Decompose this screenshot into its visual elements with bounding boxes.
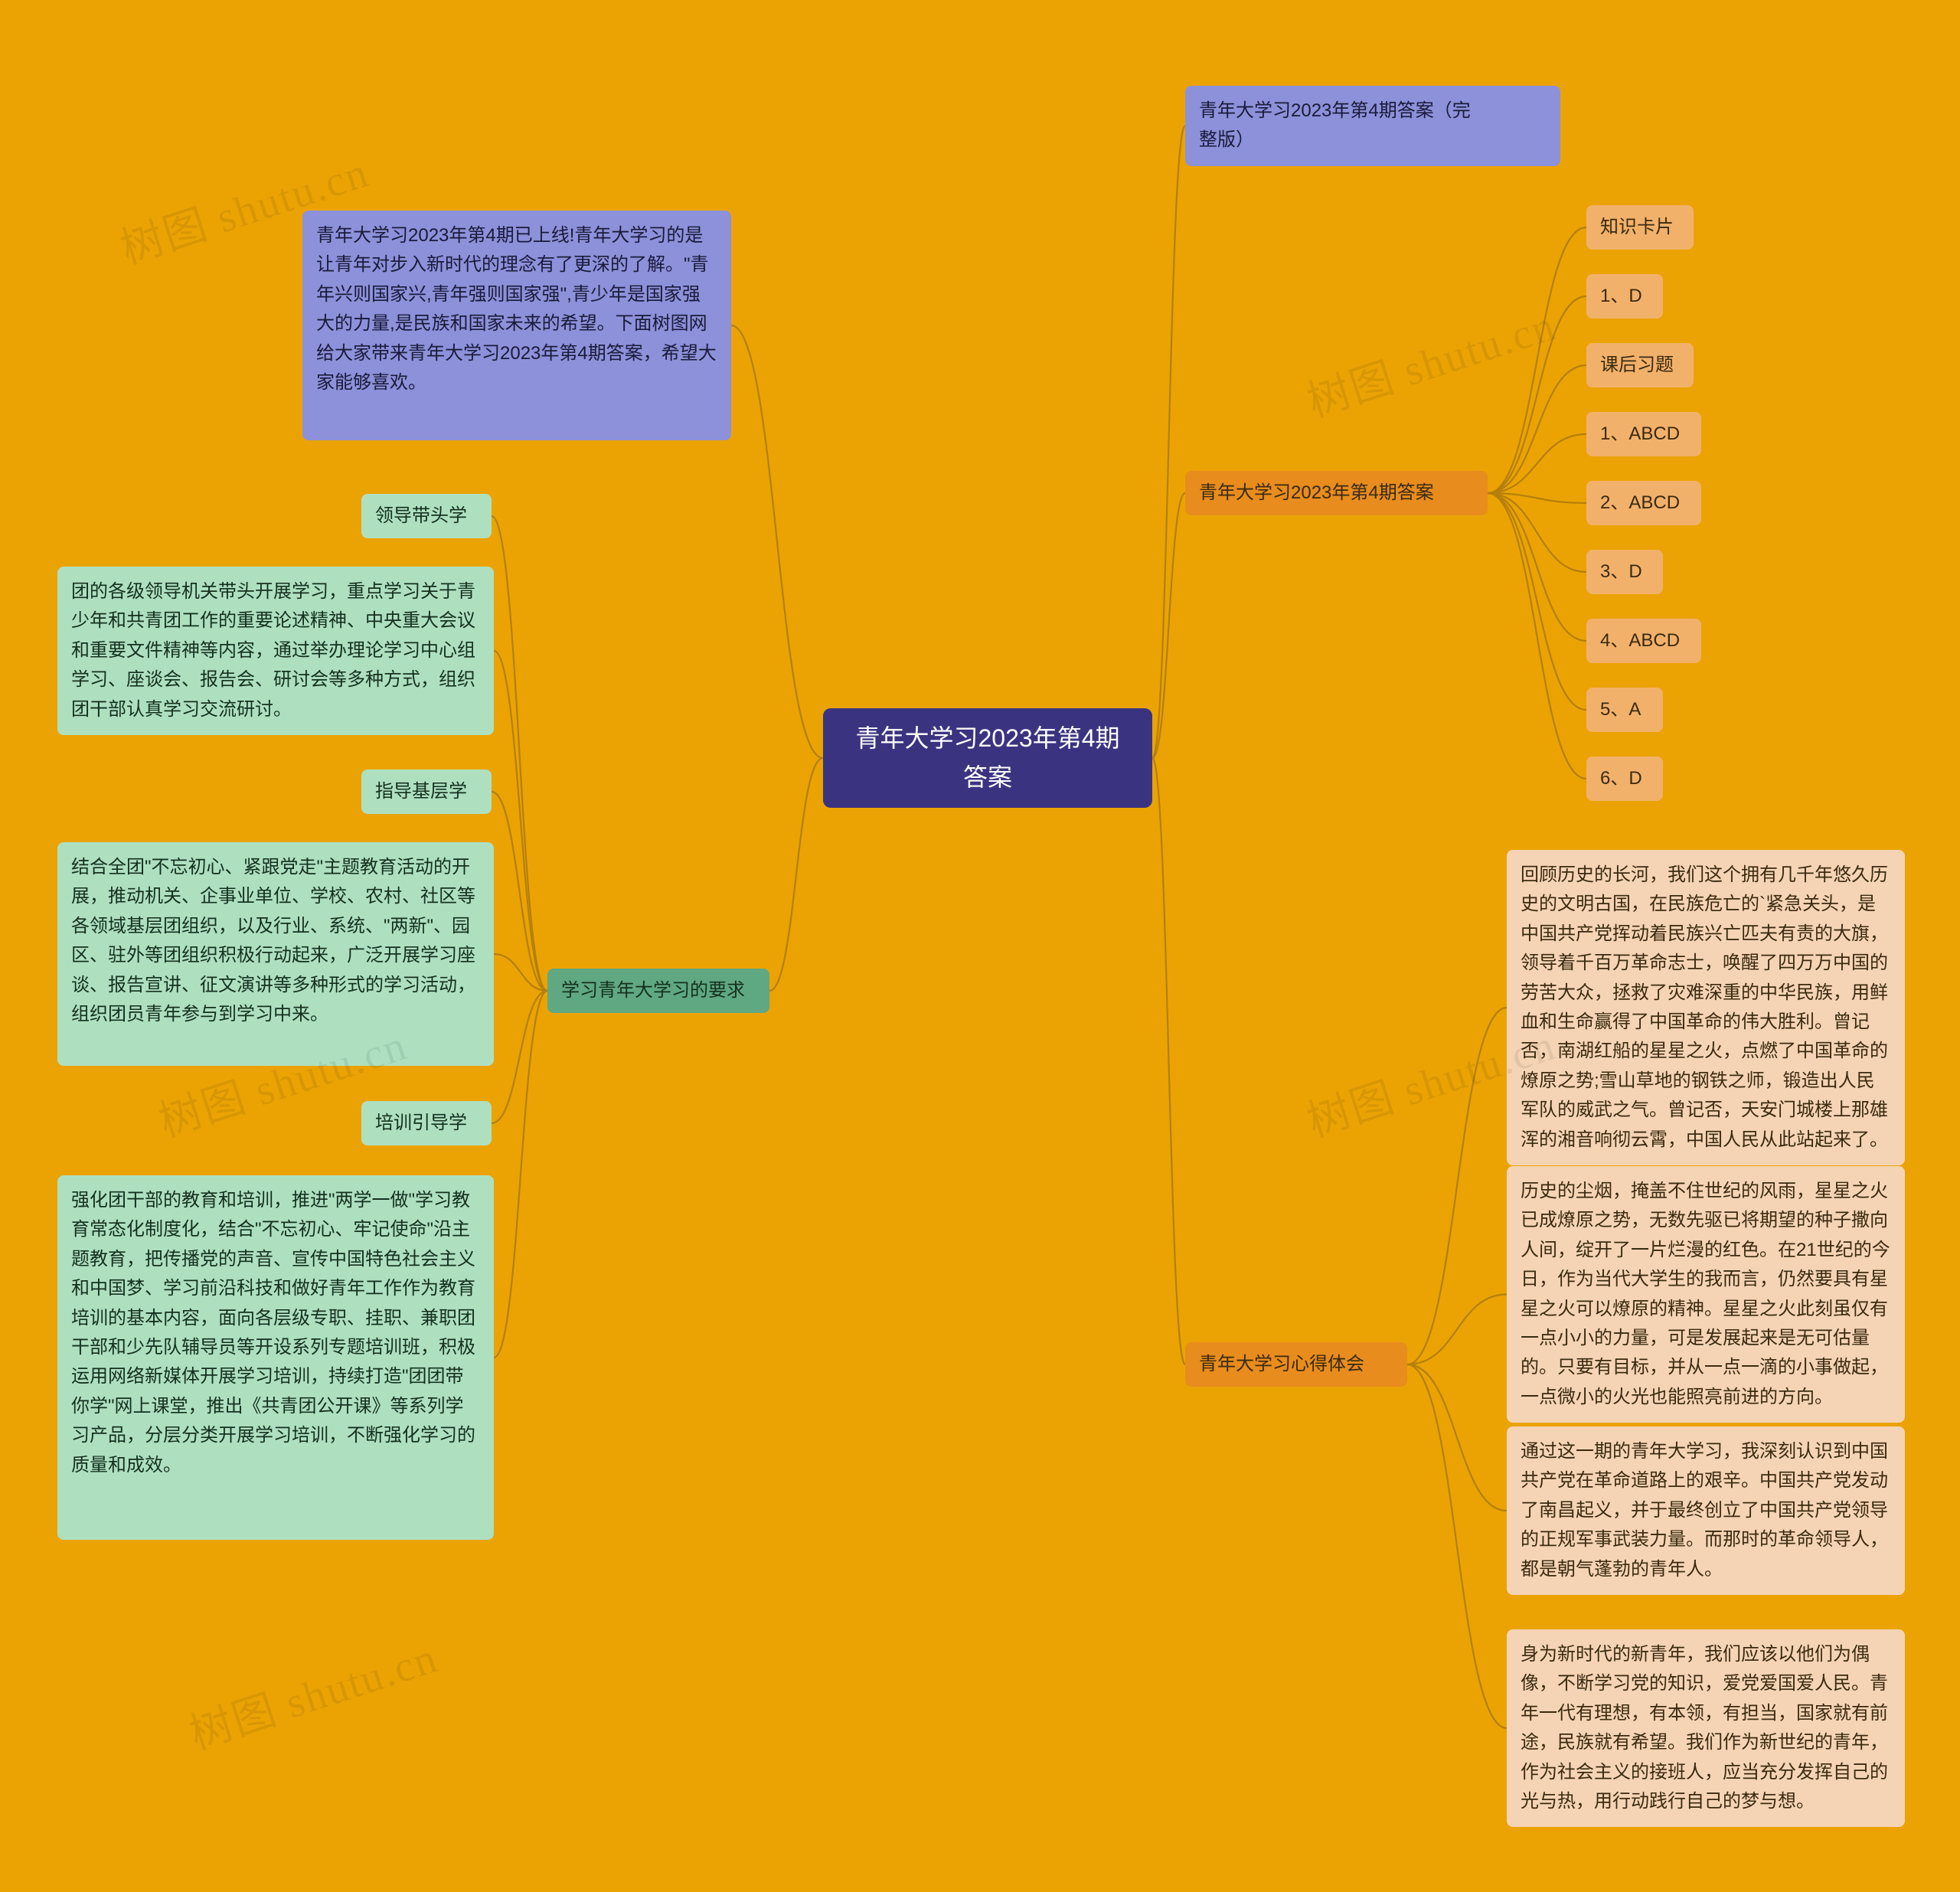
- node-h3: 培训引导学: [361, 1101, 492, 1145]
- node-reflect_title: 青年大学习心得体会: [1185, 1342, 1407, 1387]
- node-p2: 历史的尘烟，掩盖不住世纪的风雨，星星之火已成燎原之势，无数先驱已将期望的种子撒向…: [1507, 1166, 1905, 1423]
- full-answer-title: 青年大学习2023年第4期答案（完 整版）: [1185, 86, 1560, 166]
- node-a5: 3、D: [1586, 550, 1663, 594]
- node-a0: 知识卡片: [1586, 205, 1694, 250]
- node-a3: 1、ABCD: [1586, 412, 1701, 456]
- full-l2: 整版）: [1199, 129, 1254, 150]
- root-line1: 青年大学习2023年第4期: [856, 724, 1120, 752]
- watermark: 树图 shutu.cn: [1298, 291, 1563, 430]
- node-p1: 回顾历史的长河，我们这个拥有几千年悠久历史的文明古国，在民族危亡的`紧急关头，是…: [1507, 850, 1905, 1165]
- node-p4: 身为新时代的新青年，我们应该以他们为偶像，不断学习党的知识，爱党爱国爱人民。青年…: [1507, 1629, 1905, 1827]
- node-a1: 1、D: [1586, 274, 1663, 319]
- node-a7: 5、A: [1586, 688, 1663, 732]
- root-line2: 答案: [963, 763, 1012, 791]
- node-a4: 2、ABCD: [1586, 481, 1701, 525]
- node-h1: 领导带头学: [361, 494, 492, 538]
- node-d2: 结合全团"不忘初心、紧跟党走"主题教育活动的开展，推动机关、企事业单位、学校、农…: [57, 842, 494, 1066]
- full-l1: 青年大学习2023年第4期答案（完: [1199, 100, 1471, 121]
- watermark: 树图 shutu.cn: [181, 1623, 445, 1762]
- root-node: 青年大学习2023年第4期 答案: [823, 708, 1152, 808]
- node-ans_title: 青年大学习2023年第4期答案: [1185, 471, 1488, 515]
- node-req_title: 学习青年大学习的要求: [547, 969, 769, 1013]
- node-h2: 指导基层学: [361, 770, 492, 814]
- node-a8: 6、D: [1586, 756, 1663, 801]
- node-p3: 通过这一期的青年大学习，我深刻认识到中国共产党在革命道路上的艰辛。中国共产党发动…: [1507, 1426, 1905, 1595]
- node-d3: 强化团干部的教育和培训，推进"两学一做"学习教育常态化制度化，结合"不忘初心、牢…: [57, 1175, 494, 1540]
- node-a2: 课后习题: [1586, 343, 1694, 387]
- node-d1: 团的各级领导机关带头开展学习，重点学习关于青少年和共青团工作的重要论述精神、中央…: [57, 567, 494, 735]
- node-intro: 青年大学习2023年第4期已上线!青年大学习的是让青年对步入新时代的理念有了更深…: [302, 211, 731, 440]
- node-a6: 4、ABCD: [1586, 619, 1701, 663]
